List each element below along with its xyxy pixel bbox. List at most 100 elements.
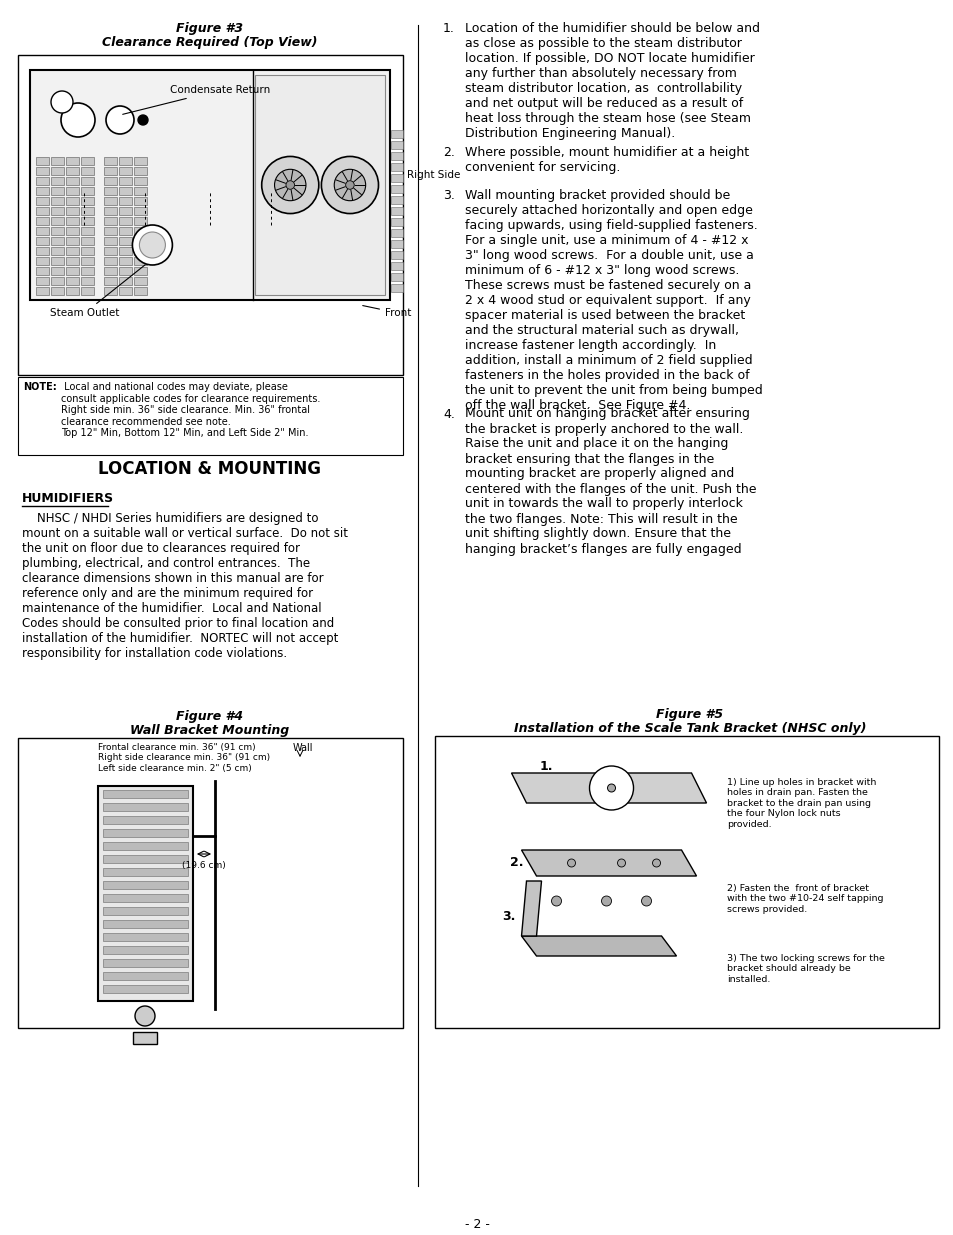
Text: 1) Line up holes in bracket with
holes in drain pan. Fasten the
bracket to the d: 1) Line up holes in bracket with holes i…	[726, 778, 876, 829]
Bar	[103, 960, 188, 967]
Text: 4.: 4.	[442, 408, 455, 420]
Bar	[119, 227, 132, 235]
Bar	[104, 217, 117, 225]
Circle shape	[51, 91, 73, 112]
Bar	[66, 198, 79, 205]
Bar	[104, 157, 117, 165]
Bar	[133, 198, 147, 205]
Bar	[36, 257, 49, 266]
Text: Mount unit on hanging bracket after ensuring
the bracket is properly anchored to: Mount unit on hanging bracket after ensu…	[464, 408, 756, 556]
Bar	[66, 277, 79, 285]
Bar	[36, 186, 49, 195]
Bar	[36, 287, 49, 295]
Bar	[104, 227, 117, 235]
Bar	[133, 157, 147, 165]
Bar	[66, 177, 79, 185]
Text: Local and national codes may deviate, please
consult applicable codes for cleara: Local and national codes may deviate, pl…	[61, 382, 320, 438]
Text: 2) Fasten the  front of bracket
with the two #10-24 self tapping
screws provided: 2) Fasten the front of bracket with the …	[726, 884, 882, 914]
Bar	[119, 177, 132, 185]
Text: LOCATION & MOUNTING: LOCATION & MOUNTING	[98, 459, 321, 478]
Bar	[391, 240, 402, 248]
Text: 2.: 2.	[509, 857, 523, 869]
Bar	[391, 228, 402, 237]
Text: Figure #5: Figure #5	[656, 708, 722, 721]
Bar	[51, 287, 64, 295]
Text: Clearance Required (Top View): Clearance Required (Top View)	[102, 36, 317, 49]
Bar	[119, 237, 132, 245]
Bar	[51, 198, 64, 205]
Bar	[391, 251, 402, 259]
Text: 1.: 1.	[539, 760, 553, 773]
Bar	[51, 177, 64, 185]
Bar	[81, 167, 94, 175]
Circle shape	[139, 232, 165, 258]
Bar	[51, 237, 64, 245]
Bar	[103, 894, 188, 902]
Bar	[81, 177, 94, 185]
Text: Figure #3: Figure #3	[176, 22, 243, 35]
Bar	[66, 237, 79, 245]
Bar	[104, 167, 117, 175]
Bar	[66, 157, 79, 165]
Text: NHSC / NHDI Series humidifiers are designed to
mount on a suitable wall or verti: NHSC / NHDI Series humidifiers are desig…	[22, 513, 348, 659]
Bar	[103, 842, 188, 850]
Bar	[391, 152, 402, 161]
Bar	[103, 946, 188, 953]
Bar	[51, 257, 64, 266]
Bar	[103, 986, 188, 993]
Circle shape	[334, 169, 365, 201]
Circle shape	[261, 157, 318, 214]
Bar	[98, 785, 193, 1002]
Bar	[119, 186, 132, 195]
Bar	[81, 287, 94, 295]
Circle shape	[607, 784, 615, 792]
Bar	[132, 1032, 157, 1044]
Bar	[30, 70, 390, 300]
Bar	[391, 163, 402, 170]
Text: 3) The two locking screws for the
bracket should already be
installed.: 3) The two locking screws for the bracke…	[726, 953, 884, 984]
Bar	[66, 227, 79, 235]
Bar	[66, 257, 79, 266]
Circle shape	[345, 180, 354, 189]
Bar	[36, 237, 49, 245]
Bar	[103, 932, 188, 941]
Text: Right Side: Right Side	[407, 170, 460, 180]
Bar	[119, 157, 132, 165]
Bar	[18, 377, 402, 454]
Text: Location of the humidifier should be below and
as close as possible to the steam: Location of the humidifier should be bel…	[464, 22, 760, 140]
Circle shape	[589, 766, 633, 810]
Bar	[81, 227, 94, 235]
Bar	[119, 167, 132, 175]
Bar	[103, 972, 188, 981]
Bar	[81, 157, 94, 165]
Circle shape	[652, 860, 659, 867]
Bar	[133, 217, 147, 225]
Text: 3.: 3.	[501, 909, 515, 923]
Bar	[36, 217, 49, 225]
Bar	[104, 287, 117, 295]
Bar	[51, 207, 64, 215]
Bar	[133, 207, 147, 215]
Text: - 2 -: - 2 -	[464, 1218, 489, 1231]
Bar	[81, 247, 94, 254]
Bar	[103, 790, 188, 798]
Bar	[133, 287, 147, 295]
Bar	[391, 219, 402, 226]
Circle shape	[617, 860, 625, 867]
Text: Installation of the Scale Tank Bracket (NHSC only): Installation of the Scale Tank Bracket (…	[514, 722, 865, 735]
Circle shape	[106, 106, 133, 135]
Bar	[81, 257, 94, 266]
Bar	[119, 198, 132, 205]
Bar	[36, 227, 49, 235]
Bar	[104, 177, 117, 185]
Text: Condensate Return: Condensate Return	[123, 85, 270, 115]
Bar	[391, 185, 402, 193]
Polygon shape	[511, 773, 706, 803]
Circle shape	[551, 897, 561, 906]
Bar	[66, 287, 79, 295]
Bar	[104, 257, 117, 266]
Polygon shape	[521, 881, 541, 936]
Text: Wall Bracket Mounting: Wall Bracket Mounting	[131, 724, 290, 737]
Bar	[104, 186, 117, 195]
Text: 2.: 2.	[442, 146, 455, 159]
